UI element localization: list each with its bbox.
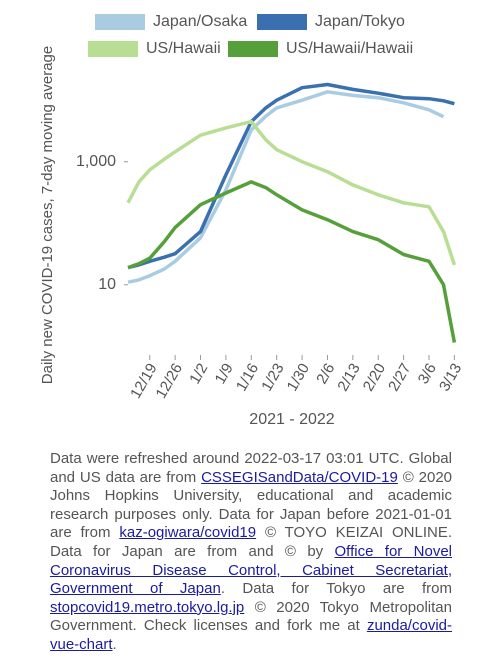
footer-text: © 2020 Tokyo Metropolitan Government. Ch… (50, 598, 452, 635)
x-tick-label: 1/23 (258, 360, 287, 394)
legend-label: US/Hawaii (146, 40, 221, 57)
x-tick-label: 1/2 (186, 360, 211, 387)
source-link[interactable]: Office for Novel Coronavirus Disease Con… (50, 542, 452, 598)
source-link[interactable]: stopcovid19.metro.tokyo.lg.jp (50, 598, 245, 616)
x-tick-label: 3/13 (436, 360, 465, 394)
footer-text: Data were refreshed around 2022-03-17 03… (50, 450, 452, 486)
y-tick-label: 1,000 (76, 153, 116, 170)
x-tick-label: 1/30 (284, 360, 313, 394)
footer-text: . (112, 635, 117, 653)
x-tick-label: 2/13 (334, 360, 363, 394)
legend-label: US/Hawaii/Hawaii (286, 40, 413, 57)
y-axis-title: Daily new COVID-19 cases, 7-day moving a… (39, 46, 56, 384)
x-tick-label: 12/26 (153, 360, 186, 401)
legend-swatch (95, 14, 145, 30)
series-line (127, 82, 455, 270)
footer-text: © TOYO KEIZAI ONLINE. Data for Japan are… (50, 524, 452, 560)
series-line (127, 90, 445, 284)
legend-label: Japan/Osaka (153, 13, 247, 30)
x-tick-label: 2/6 (313, 360, 338, 387)
footer-text: . Data for Tokyo are from (220, 580, 452, 598)
x-tick-label: 2/27 (385, 360, 414, 394)
chart: Daily new COVID-19 cases, 7-day moving a… (39, 13, 465, 428)
x-tick-label: 2/20 (360, 360, 389, 394)
x-tick-label: 1/16 (233, 360, 262, 394)
legend-swatch (257, 14, 307, 30)
legend-label: Japan/Tokyo (315, 13, 405, 30)
legend-swatch (228, 41, 278, 57)
source-link[interactable]: zunda/covid-vue-chart (50, 617, 452, 653)
x-axis-title: 2021 - 2022 (249, 411, 335, 428)
x-tick-label: 3/6 (415, 360, 440, 387)
footer-text: © 2020 Johns Hopkins University, educati… (50, 468, 452, 542)
x-tick-label: 1/9 (212, 360, 237, 387)
source-link[interactable]: CSSEGISandData/COVID-19 (201, 468, 398, 486)
series-line (126, 119, 457, 266)
series-line (127, 180, 457, 343)
footer: Data were refreshed around 2022-03-17 03… (50, 450, 452, 655)
y-tick-label: 10 (98, 276, 116, 293)
legend-swatch (88, 41, 138, 57)
source-link[interactable]: kaz-ogiwara/covid19 (119, 524, 257, 542)
